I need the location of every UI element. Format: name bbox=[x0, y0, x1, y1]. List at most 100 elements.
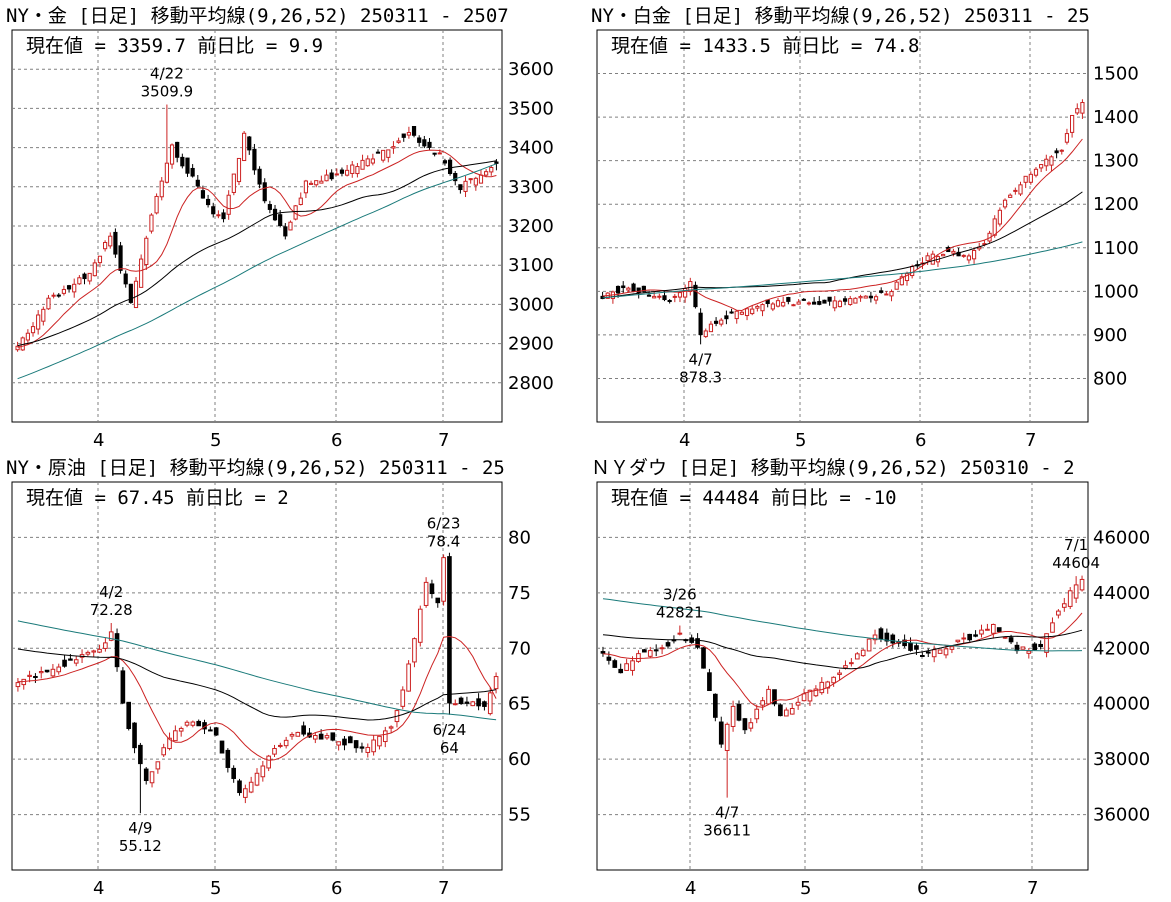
ma26-line bbox=[602, 191, 1083, 299]
candle-body bbox=[636, 653, 641, 662]
candle-body bbox=[858, 296, 863, 299]
ma26-line bbox=[17, 648, 497, 721]
candle-body bbox=[600, 651, 606, 654]
candle-body bbox=[278, 744, 283, 747]
candle-body bbox=[447, 556, 452, 704]
candle-body bbox=[350, 164, 355, 174]
candle-body bbox=[1079, 578, 1085, 591]
candle-body bbox=[396, 140, 401, 143]
candle-body bbox=[606, 656, 612, 661]
candle-body bbox=[319, 180, 324, 184]
candle-body bbox=[185, 157, 190, 174]
candle-body bbox=[301, 725, 306, 735]
candle-body bbox=[237, 780, 242, 794]
candle-body bbox=[85, 651, 91, 655]
y-tick-label: 55 bbox=[508, 805, 531, 826]
candle-body bbox=[494, 161, 499, 164]
candle-body bbox=[221, 212, 226, 220]
candle-body bbox=[329, 172, 334, 180]
annotation-value: 78.4 bbox=[427, 533, 460, 551]
candle-body bbox=[132, 722, 137, 749]
y-tick-label: 3000 bbox=[508, 294, 554, 315]
candle-body bbox=[786, 297, 791, 302]
candle-body bbox=[272, 748, 277, 755]
candle-body bbox=[904, 273, 910, 282]
candle-body bbox=[56, 666, 62, 673]
candle-body bbox=[97, 255, 103, 264]
y-tick-label: 3400 bbox=[508, 138, 554, 159]
candle-body bbox=[902, 639, 907, 647]
candle-body bbox=[615, 285, 621, 294]
candle-body bbox=[967, 633, 972, 641]
y-tick-label: 40000 bbox=[1093, 694, 1150, 715]
candle-body bbox=[324, 174, 329, 182]
candle-body bbox=[618, 668, 624, 674]
candle-body bbox=[1039, 164, 1044, 169]
chart-title: NY・原油 [日足] 移動平均線(9,26,52) 250311 - 25 bbox=[6, 457, 505, 479]
candle-body bbox=[473, 177, 478, 186]
candle-body bbox=[997, 209, 1002, 225]
candle-body bbox=[412, 638, 417, 663]
candle-body bbox=[248, 781, 254, 793]
y-tick-label: 900 bbox=[1093, 325, 1127, 346]
candle-body bbox=[742, 718, 748, 731]
candle-body bbox=[894, 281, 899, 290]
candle-body bbox=[288, 221, 293, 231]
candle-body bbox=[382, 730, 388, 743]
candle-body bbox=[1054, 150, 1059, 154]
candle-body bbox=[478, 174, 484, 184]
candle-body bbox=[866, 638, 872, 652]
candle-body bbox=[243, 788, 248, 798]
candlesticks bbox=[15, 104, 499, 352]
candle-body bbox=[729, 311, 734, 314]
candle-body bbox=[283, 226, 288, 237]
candle-body bbox=[672, 295, 677, 298]
ma52-line bbox=[17, 620, 497, 721]
candle-body bbox=[175, 141, 180, 158]
candle-body bbox=[458, 184, 463, 191]
x-tick-label: 5 bbox=[210, 430, 221, 451]
candle-body bbox=[631, 283, 636, 292]
candle-body bbox=[314, 180, 319, 186]
y-tick-label: 800 bbox=[1093, 368, 1127, 389]
candle-body bbox=[889, 291, 894, 297]
candle-body bbox=[77, 277, 82, 285]
candle-body bbox=[313, 734, 318, 740]
candle-body bbox=[92, 262, 97, 277]
y-tick-label: 3200 bbox=[508, 216, 554, 237]
candle-body bbox=[381, 149, 386, 161]
candle-body bbox=[400, 689, 406, 707]
candle-body bbox=[355, 166, 360, 175]
candle-body bbox=[262, 182, 267, 202]
y-tick-label: 1400 bbox=[1093, 107, 1139, 128]
y-tick-label: 38000 bbox=[1093, 749, 1150, 770]
candle-body bbox=[298, 197, 303, 205]
ma52-line bbox=[602, 241, 1083, 299]
x-tick-label: 4 bbox=[685, 878, 696, 899]
candle-body bbox=[750, 308, 755, 315]
candle-body bbox=[1070, 114, 1075, 133]
candle-body bbox=[149, 771, 155, 784]
candle-body bbox=[736, 703, 742, 721]
candle-body bbox=[260, 765, 266, 778]
candle-body bbox=[164, 162, 169, 183]
y-tick-label: 36000 bbox=[1093, 805, 1150, 826]
candle-body bbox=[87, 272, 92, 282]
y-tick-label: 46000 bbox=[1093, 527, 1150, 548]
candle-body bbox=[973, 634, 978, 637]
y-tick-label: 42000 bbox=[1093, 638, 1150, 659]
x-tick-label: 4 bbox=[93, 430, 104, 451]
candle-body bbox=[173, 730, 178, 742]
candle-body bbox=[744, 308, 750, 317]
ma26-line bbox=[602, 629, 1083, 670]
candle-body bbox=[1008, 194, 1013, 198]
candle-body bbox=[308, 182, 314, 185]
candle-body bbox=[484, 171, 489, 176]
candle-body bbox=[783, 709, 789, 717]
candle-body bbox=[267, 204, 272, 210]
candle-body bbox=[139, 258, 144, 288]
candle-body bbox=[910, 266, 915, 277]
candle-body bbox=[73, 659, 79, 664]
chart-panel-1: NY・金 [日足] 移動平均線(9,26,52) 250311 - 2507 28… bbox=[6, 5, 554, 451]
candle-body bbox=[925, 255, 930, 262]
